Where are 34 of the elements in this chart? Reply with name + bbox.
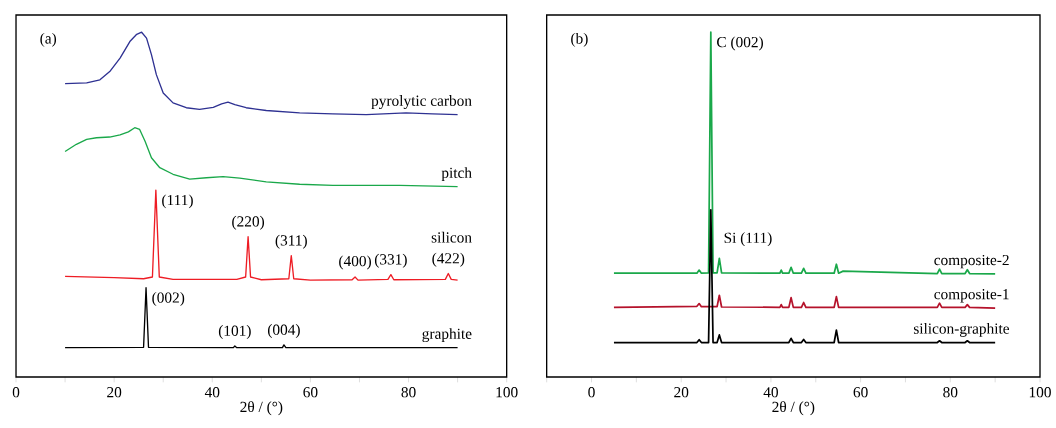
annotation: (101): [218, 325, 251, 340]
annotation: (311): [275, 234, 307, 249]
x-tick-label: 0: [12, 387, 20, 398]
annotation: (b): [571, 32, 588, 47]
x-axis-title: 2θ / (°): [240, 401, 283, 416]
x-tick-label: 0: [588, 387, 595, 398]
x-tick-label: 20: [107, 387, 122, 398]
annotation: (a): [40, 32, 57, 47]
series-label: pitch: [441, 167, 472, 182]
x-tick-label: 20: [674, 387, 689, 398]
series-label: silicon-graphite: [913, 322, 1010, 337]
x-tick-label: 60: [303, 387, 318, 398]
annotation: (331): [374, 253, 407, 268]
annotation: C (002): [717, 36, 763, 51]
text: silicon: [431, 231, 472, 243]
x-tick-label: 80: [943, 387, 958, 398]
series-label: graphite: [422, 328, 472, 343]
annotation: (220): [232, 215, 265, 230]
annotation: (004): [267, 324, 300, 338]
annotation: (422): [432, 252, 465, 267]
annotation: Si (111): [724, 232, 772, 247]
x-tick-label: 60: [853, 387, 868, 398]
x-tick-label: 100: [496, 387, 518, 398]
annotation: (400): [339, 255, 371, 270]
x-tick-label: 40: [763, 387, 778, 398]
series-label: composite-2: [934, 254, 1009, 269]
x-tick-label: 40: [204, 387, 220, 398]
annotation: (002): [152, 291, 185, 306]
x-tick-label: 80: [401, 387, 416, 398]
x-tick-label: 100: [1029, 387, 1051, 398]
series-label: composite-1: [934, 289, 1009, 303]
annotation: (111): [162, 194, 193, 209]
series-label: pyrolytic carbon: [371, 95, 472, 110]
x-axis-title: 2θ / (°): [772, 401, 815, 416]
